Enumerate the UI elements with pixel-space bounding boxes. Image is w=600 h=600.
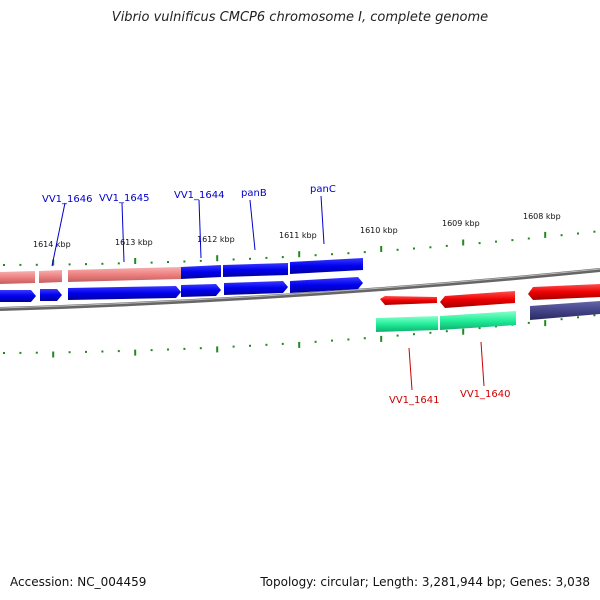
- gene-feature[interactable]: [39, 270, 62, 283]
- gene-feature[interactable]: [440, 311, 516, 330]
- cds-arrow[interactable]: [380, 296, 437, 305]
- tick-label: 1612 kbp: [197, 235, 235, 244]
- cds-arrow[interactable]: [440, 291, 515, 308]
- cds-arrow[interactable]: [0, 290, 36, 302]
- cds-arrow[interactable]: [68, 286, 181, 300]
- tick-label: 1610 kbp: [360, 226, 398, 235]
- gene-feature[interactable]: [181, 265, 221, 279]
- forward-track-lower: [0, 277, 363, 302]
- gene-feature[interactable]: [68, 267, 181, 282]
- gene-label[interactable]: VV1_1644: [174, 190, 225, 201]
- cds-arrow[interactable]: [528, 284, 600, 300]
- accession-label: Accession: NC_004459: [10, 575, 147, 589]
- tick-label: 1611 kbp: [279, 231, 317, 240]
- upper-scale: [3, 230, 596, 266]
- gene-feature[interactable]: [223, 263, 288, 277]
- gene-feature[interactable]: [0, 271, 35, 284]
- gene-label[interactable]: panB: [241, 188, 267, 199]
- cds-arrow[interactable]: [40, 289, 62, 301]
- map-title: Vibrio vulnificus CMCP6 chromosome I, co…: [111, 10, 489, 25]
- gene-feature[interactable]: [376, 316, 438, 332]
- genome-backbone: [0, 268, 600, 311]
- tick-label: 1613 kbp: [115, 238, 153, 247]
- gene-label[interactable]: VV1_1646: [42, 194, 93, 205]
- reverse-track-upper: [380, 284, 600, 308]
- genome-stats: Topology: circular; Length: 3,281,944 bp…: [260, 575, 590, 589]
- gene-label[interactable]: VV1_1640: [460, 389, 511, 400]
- gene-label[interactable]: VV1_1645: [99, 193, 150, 204]
- tick-label: 1609 kbp: [442, 219, 480, 228]
- cds-arrow[interactable]: [290, 277, 363, 293]
- cds-arrow[interactable]: [181, 284, 221, 297]
- forward-track-upper: [0, 258, 363, 284]
- tick-label: 1614 kbp: [33, 240, 71, 249]
- gene-label[interactable]: panC: [310, 184, 336, 195]
- cds-arrow[interactable]: [224, 281, 288, 295]
- gene-feature[interactable]: [530, 301, 600, 320]
- gene-label[interactable]: VV1_1641: [389, 395, 440, 406]
- gene-feature[interactable]: [290, 258, 363, 274]
- tick-label: 1608 kbp: [523, 212, 561, 221]
- gene-label-group: VV1_1646 VV1_1645 VV1_1644 panB panC VV1…: [42, 184, 511, 406]
- reverse-track-lower: [376, 301, 600, 332]
- lower-scale: [3, 314, 596, 358]
